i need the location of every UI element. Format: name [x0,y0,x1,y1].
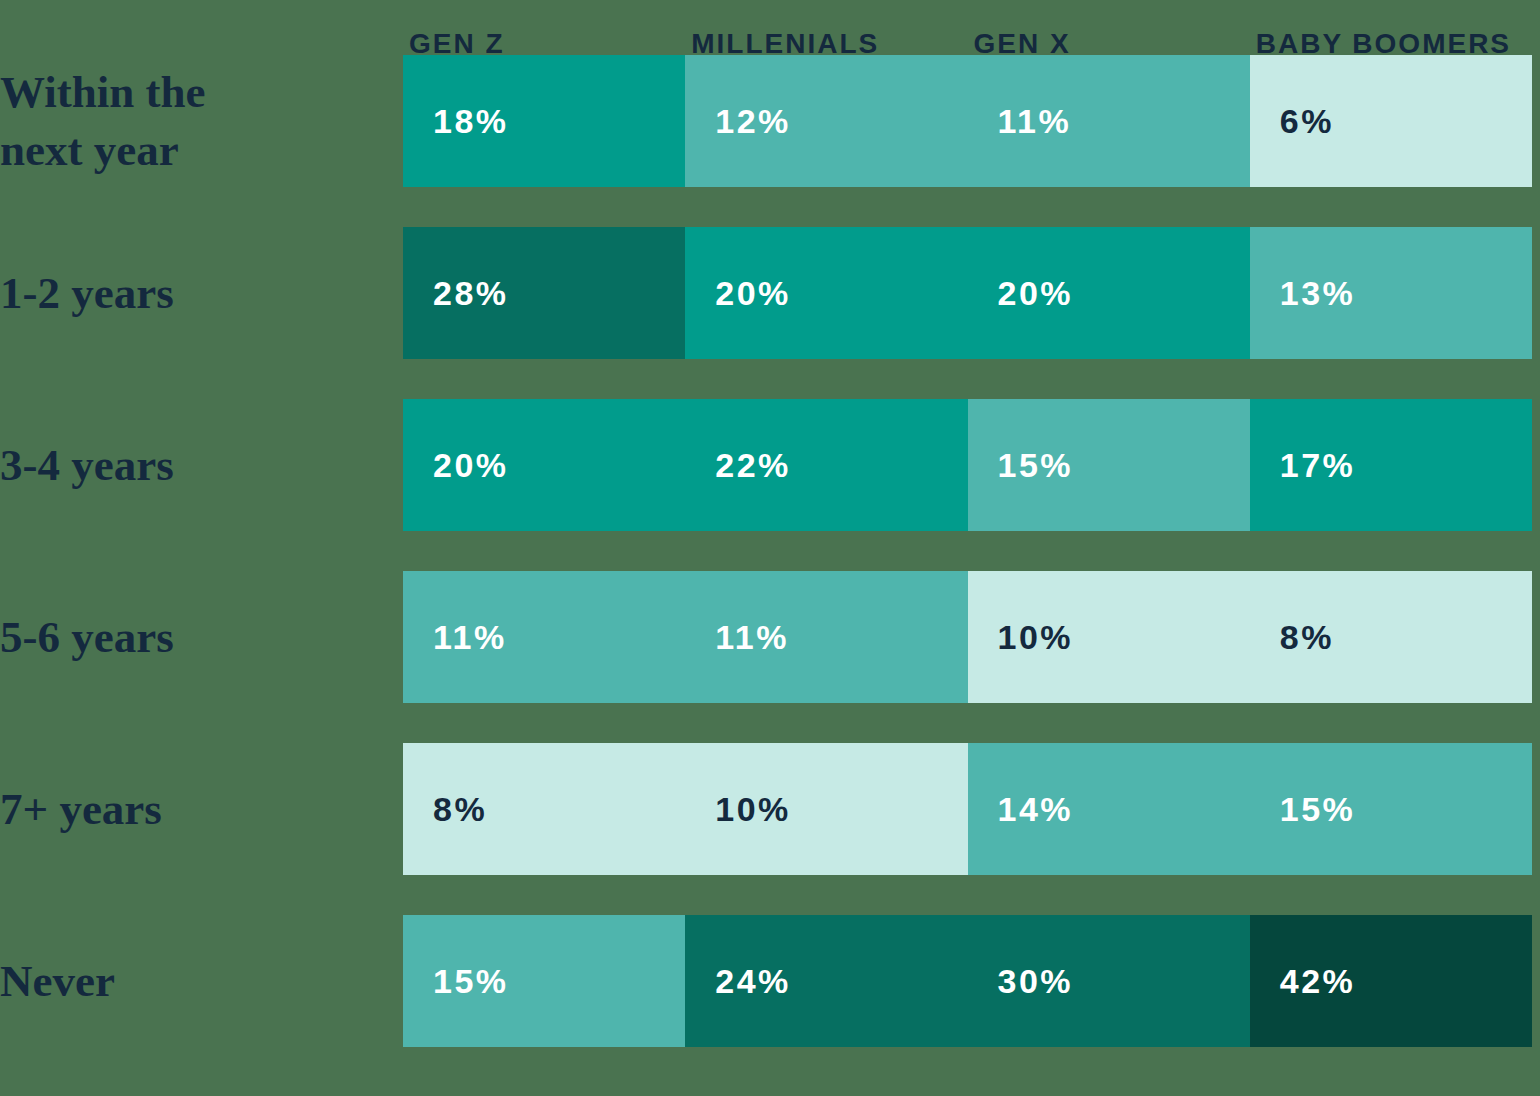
cell-gen-x: 10% [968,571,1250,703]
cell-gen-x: 15% [968,399,1250,531]
table-row-never: Never 15% 24% 30% 42% [0,915,1532,1047]
table-row-3-4-years: 3-4 years 20% 22% 15% 17% [0,399,1532,531]
cell-baby-boomers: 6% [1250,55,1532,187]
cell-gen-x: 30% [968,915,1250,1047]
heatmap-table: GEN Z MILLENIALS GEN X BABY BOOMERS With… [0,0,1532,1047]
cell-baby-boomers: 13% [1250,227,1532,359]
row-label: 5-6 years [0,608,270,667]
cell-baby-boomers: 8% [1250,571,1532,703]
row-label: Never [0,952,270,1011]
cell-gen-x: 14% [968,743,1250,875]
cell-baby-boomers: 15% [1250,743,1532,875]
table-row-7-plus-years: 7+ years 8% 10% 14% 15% [0,743,1532,875]
row-label: 1-2 years [0,264,270,323]
column-header-row: GEN Z MILLENIALS GEN X BABY BOOMERS [0,0,1532,55]
cell-millenials: 10% [685,743,967,875]
table-row-within-next-year: Within the next year 18% 12% 11% 6% [0,55,1532,187]
cell-baby-boomers: 17% [1250,399,1532,531]
cell-millenials: 12% [685,55,967,187]
cell-gen-z: 8% [403,743,685,875]
generation-timeline-chart: GEN Z MILLENIALS GEN X BABY BOOMERS With… [0,0,1540,1096]
cell-millenials: 22% [685,399,967,531]
table-row-1-2-years: 1-2 years 28% 20% 20% 13% [0,227,1532,359]
cell-millenials: 20% [685,227,967,359]
table-row-5-6-years: 5-6 years 11% 11% 10% 8% [0,571,1532,703]
cell-gen-z: 11% [403,571,685,703]
cell-gen-z: 20% [403,399,685,531]
cell-gen-z: 15% [403,915,685,1047]
cell-millenials: 24% [685,915,967,1047]
cell-gen-z: 18% [403,55,685,187]
cell-gen-x: 11% [968,55,1250,187]
cell-baby-boomers: 42% [1250,915,1532,1047]
row-label: 7+ years [0,780,270,839]
cell-millenials: 11% [685,571,967,703]
row-label: Within the next year [0,63,270,180]
cell-gen-z: 28% [403,227,685,359]
cell-gen-x: 20% [968,227,1250,359]
header-spacer [0,28,403,60]
row-label: 3-4 years [0,436,270,495]
